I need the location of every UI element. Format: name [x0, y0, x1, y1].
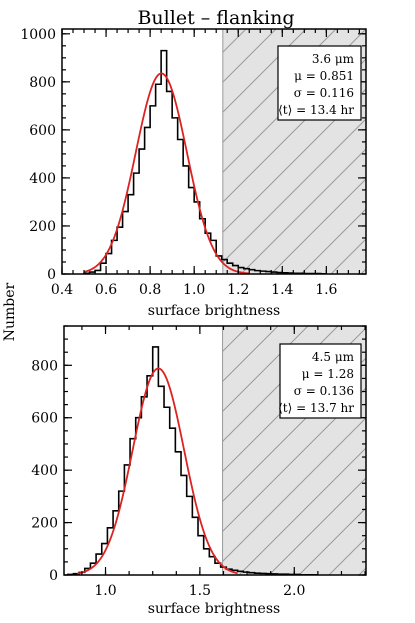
chart-title: Bullet – flanking	[137, 7, 294, 29]
x-tick-label: 1.2	[227, 282, 249, 298]
legend-band: 4.5 μm	[312, 350, 355, 364]
x-tick-label: 1.4	[271, 282, 293, 298]
legend-time: ⟨t⟩ = 13.7 hr	[278, 401, 354, 415]
y-tick-label: 0	[47, 267, 56, 283]
x-tick-label: 0.8	[139, 282, 161, 298]
gaussian-fit-curve	[83, 72, 250, 274]
y-tick-label: 600	[31, 411, 58, 427]
y-axis-label: Number	[2, 282, 18, 341]
y-tick-label: 600	[29, 123, 56, 139]
top-panel: 0.4 0.6 0.8 1.0 1.2 1.4 1.6 02004006008001000 …	[20, 27, 367, 319]
x-tick-label: 1.5	[189, 583, 211, 599]
gaussian-fit-curve	[77, 367, 238, 575]
y-tick-labels: 0 200 400 600 800	[31, 358, 58, 584]
legend-sigma: σ = 0.116	[294, 86, 354, 100]
y-tick-label: 200	[29, 219, 56, 235]
legend-mu: μ = 1.28	[302, 367, 354, 381]
x-tick-labels: 0.4 0.6 0.8 1.0 1.2 1.4 1.6	[51, 282, 338, 298]
y-tick-label: 400	[31, 463, 58, 479]
legend-band: 3.6 μm	[312, 52, 355, 66]
y-tick-labels: 0 200 400 600 800 1000	[20, 27, 56, 283]
x-tick-labels: 1.0 1.5 2.0	[94, 583, 305, 599]
y-tick-label: 800	[29, 75, 56, 91]
legend-mu: μ = 0.851	[294, 69, 354, 83]
legend-box: 4.5 μm μ = 1.28 σ = 0.136 ⟨t⟩ = 13.7 hr	[278, 343, 362, 419]
x-tick-label: 0.6	[95, 282, 117, 298]
x-tick-label: 0.4	[51, 282, 73, 298]
y-tick-label: 200	[31, 516, 58, 532]
x-axis-label: surface brightness	[148, 303, 280, 319]
histogram	[66, 346, 318, 575]
y-tick-label: 800	[31, 358, 58, 374]
legend-time: ⟨t⟩ = 13.4 hr	[278, 103, 354, 117]
axis-ticks	[61, 29, 366, 275]
y-tick-label: 1000	[20, 27, 56, 43]
axis-ticks	[64, 325, 366, 576]
legend-sigma: σ = 0.136	[294, 384, 354, 398]
x-tick-label: 2.0	[283, 583, 305, 599]
plot-frame	[61, 28, 367, 275]
histogram	[83, 49, 328, 274]
bottom-panel: 1.0 1.5 2.0 0 200 400 600 800 surface brightne…	[31, 325, 367, 617]
x-tick-label: 1.0	[94, 583, 116, 599]
y-tick-label: 0	[49, 568, 58, 584]
x-tick-label: 1.0	[183, 282, 205, 298]
legend-box: 3.6 μm μ = 0.851 σ = 0.116 ⟨t⟩ = 13.4 hr	[277, 45, 362, 121]
x-tick-label: 1.6	[315, 282, 337, 298]
plot-frame	[63, 325, 367, 576]
x-axis-label: surface brightness	[148, 601, 280, 617]
y-tick-label: 400	[29, 171, 56, 187]
